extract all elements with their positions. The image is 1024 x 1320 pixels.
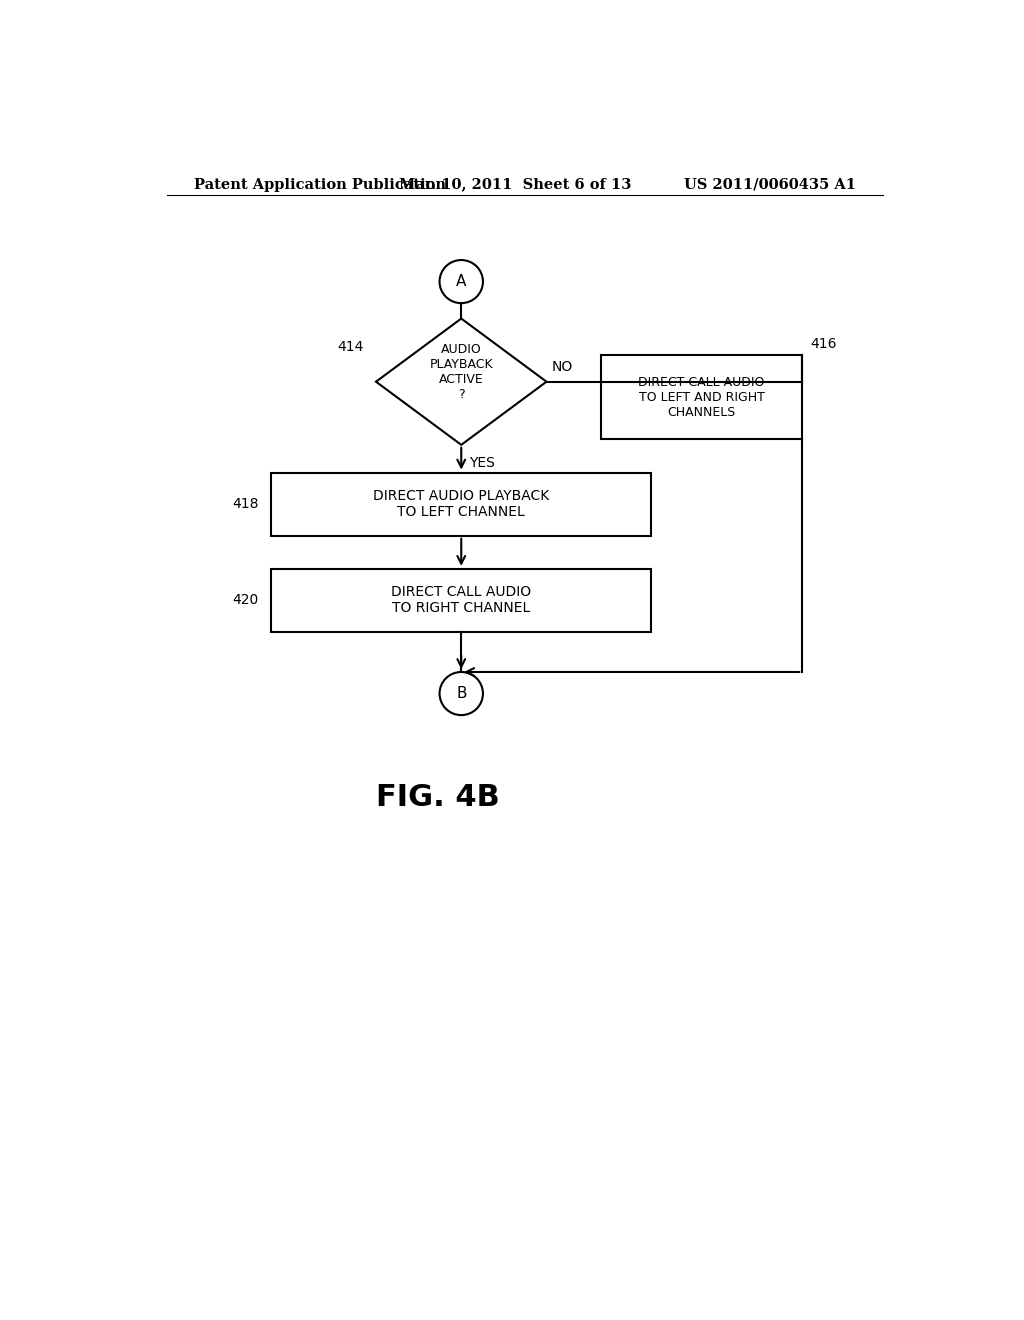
Text: A: A bbox=[456, 275, 467, 289]
Text: US 2011/0060435 A1: US 2011/0060435 A1 bbox=[684, 178, 856, 191]
Text: 414: 414 bbox=[337, 341, 364, 354]
Text: NO: NO bbox=[552, 360, 573, 374]
Text: B: B bbox=[456, 686, 467, 701]
Text: 418: 418 bbox=[232, 498, 259, 511]
Text: DIRECT CALL AUDIO
TO RIGHT CHANNEL: DIRECT CALL AUDIO TO RIGHT CHANNEL bbox=[391, 585, 531, 615]
Text: DIRECT CALL AUDIO
TO LEFT AND RIGHT
CHANNELS: DIRECT CALL AUDIO TO LEFT AND RIGHT CHAN… bbox=[638, 376, 765, 418]
Text: 420: 420 bbox=[232, 594, 259, 607]
Text: DIRECT AUDIO PLAYBACK
TO LEFT CHANNEL: DIRECT AUDIO PLAYBACK TO LEFT CHANNEL bbox=[373, 488, 549, 519]
Text: Patent Application Publication: Patent Application Publication bbox=[194, 178, 445, 191]
Bar bbox=[601, 355, 802, 440]
Text: Mar. 10, 2011  Sheet 6 of 13: Mar. 10, 2011 Sheet 6 of 13 bbox=[399, 178, 632, 191]
Text: FIG. 4B: FIG. 4B bbox=[376, 783, 500, 812]
Bar bbox=[271, 473, 651, 536]
Text: YES: YES bbox=[469, 457, 495, 470]
Text: AUDIO
PLAYBACK
ACTIVE
?: AUDIO PLAYBACK ACTIVE ? bbox=[429, 343, 494, 401]
Text: 416: 416 bbox=[810, 337, 837, 351]
Bar bbox=[271, 569, 651, 632]
